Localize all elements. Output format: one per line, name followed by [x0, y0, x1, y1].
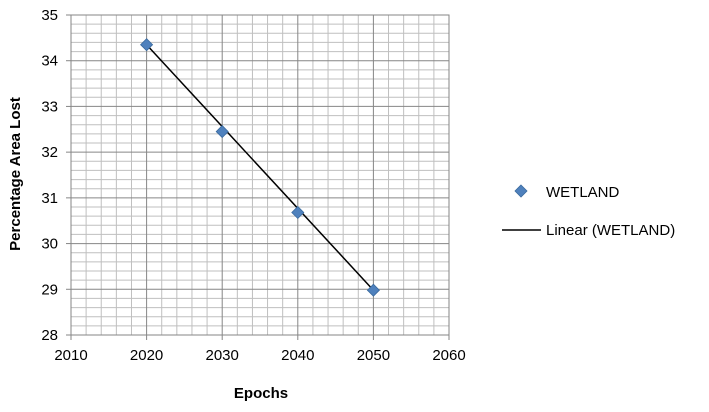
plot-area-frame: [70, 14, 450, 336]
y-tick-label: 29: [41, 281, 58, 298]
y-tick-label: 34: [41, 53, 58, 70]
data-point-layer: [140, 38, 380, 297]
trendline-linear-wetland: [146, 44, 374, 291]
y-tick-label: 28: [41, 327, 58, 344]
data-point-wetland: [215, 125, 229, 139]
x-tick-label: 2050: [357, 347, 390, 364]
legend-marker-diamond: [514, 184, 528, 198]
y-tick-label: 35: [41, 7, 58, 24]
y-tick-label: 33: [41, 98, 58, 115]
x-tick-label: 2060: [432, 347, 465, 364]
minor-gridlines: [71, 15, 449, 335]
legend-label-linear-wetland: Linear (WETLAND): [546, 222, 675, 239]
y-tick-label: 32: [41, 144, 58, 161]
y-axis-title: Percentage Area Lost: [7, 97, 24, 251]
legend: WETLAND Linear (WETLAND): [502, 184, 675, 239]
x-tick-label: 2020: [130, 347, 163, 364]
y-axis-ticks: 28 29 30 31 32 33 34 35: [41, 7, 71, 344]
major-gridlines: [71, 15, 449, 335]
x-tick-label: 2010: [54, 347, 87, 364]
x-axis-title: Epochs: [234, 385, 288, 402]
x-tick-label: 2030: [206, 347, 239, 364]
data-point-wetland: [140, 38, 154, 52]
x-axis-ticks: 2010 2020 2030 2040 2050 2060: [54, 335, 466, 364]
trendline-layer: [146, 44, 374, 291]
data-point-wetland: [366, 283, 380, 297]
x-tick-label: 2040: [281, 347, 314, 364]
legend-label-wetland: WETLAND: [546, 184, 620, 201]
data-point-wetland: [291, 205, 305, 220]
y-tick-label: 31: [41, 190, 58, 207]
y-tick-label: 30: [41, 236, 58, 253]
